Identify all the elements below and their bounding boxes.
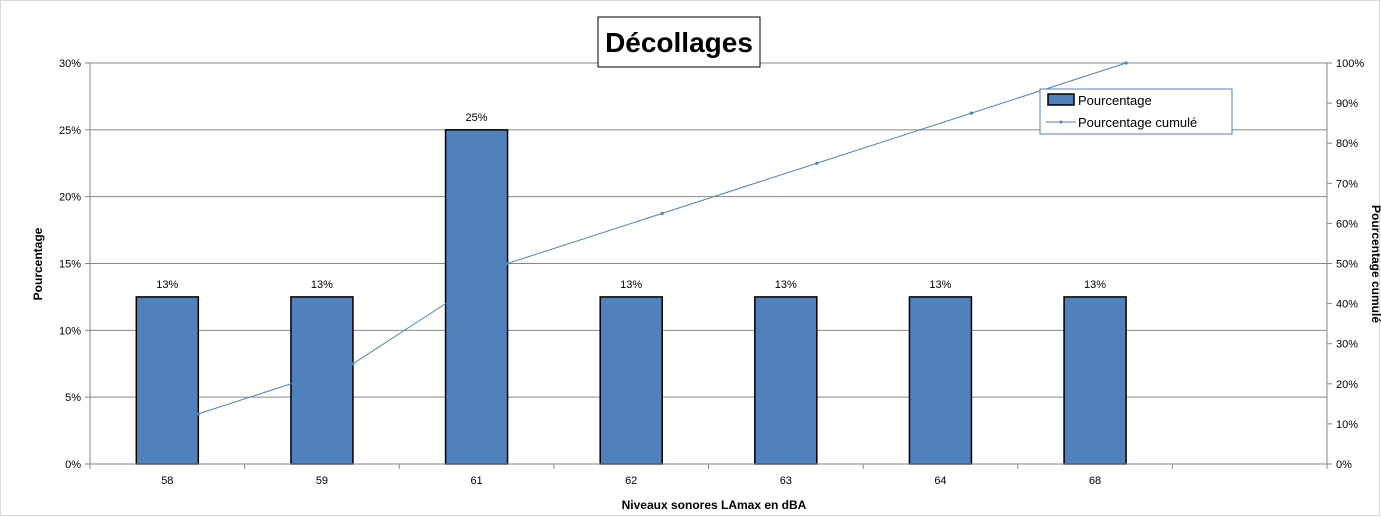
- cumulative-point: [196, 412, 200, 416]
- y2-tick-label: 30%: [1336, 339, 1358, 351]
- y-tick-label: 25%: [59, 125, 81, 137]
- bar: [1063, 296, 1127, 465]
- bar: [908, 296, 973, 465]
- legend-bar-swatch: [1047, 93, 1075, 106]
- y2-tick-label: 50%: [1336, 259, 1358, 271]
- x-axis-title: Niveaux sonores LAmax en dBA: [622, 498, 807, 512]
- legend-line-label: Pourcentage cumulé: [1078, 115, 1197, 130]
- y-axis-title: Pourcentage: [31, 227, 45, 300]
- bar-data-label: 13%: [775, 279, 797, 291]
- bar-data-label: 13%: [311, 279, 333, 291]
- y-tick-label: 30%: [59, 58, 81, 70]
- y2-tick-label: 60%: [1336, 218, 1358, 230]
- cumulative-point: [1124, 61, 1128, 65]
- bar: [444, 129, 509, 465]
- bar-data-label: 25%: [466, 112, 488, 124]
- y2-tick-label: 90%: [1336, 98, 1358, 110]
- x-tick-label: 63: [780, 475, 792, 487]
- cumulative-point: [815, 161, 819, 165]
- bar-data-label: 13%: [929, 279, 951, 291]
- y-tick-label: 20%: [59, 192, 81, 204]
- x-tick-label: 68: [1089, 475, 1101, 487]
- y-tick-label: 0%: [65, 459, 81, 471]
- x-tick-label: 62: [625, 475, 637, 487]
- y-tick-label: 5%: [65, 392, 81, 404]
- bar-series: 13% 13% 25% 13% 13% 13% 13%: [135, 112, 1127, 465]
- y2-tick-label: 70%: [1336, 178, 1358, 190]
- bar: [599, 296, 663, 465]
- cumulative-point: [660, 211, 664, 215]
- y2-axis-title: Pourcentage cumulé: [1369, 205, 1381, 323]
- cumulative-point: [351, 362, 355, 366]
- y-tick-label: 10%: [59, 325, 81, 337]
- x-tick-label: 64: [934, 475, 946, 487]
- bar-data-label: 13%: [156, 279, 178, 291]
- y2-tick-label: 80%: [1336, 138, 1358, 150]
- legend-line-marker: [1059, 120, 1063, 124]
- y2-tick-label: 20%: [1336, 379, 1358, 391]
- cumulative-line-series: [196, 61, 1128, 416]
- y2-tick-label: 0%: [1336, 459, 1352, 471]
- legend-bar-label: Pourcentage: [1078, 93, 1152, 108]
- axes: 0% 5% 10% 15% 20% 25% 30% 0% 10% 20% 30% 40% 50% 60% 7…: [59, 58, 1364, 487]
- y2-tick-label: 40%: [1336, 299, 1358, 311]
- cumulative-point: [505, 261, 510, 266]
- x-tick-label: 58: [161, 475, 173, 487]
- x-tick-label: 59: [316, 475, 328, 487]
- legend: Pourcentage Pourcentage cumulé: [1039, 88, 1233, 135]
- y2-tick-label: 10%: [1336, 419, 1358, 431]
- bar: [754, 296, 818, 465]
- y-tick-label: 15%: [59, 259, 81, 271]
- chart-title: Décollages: [605, 27, 753, 58]
- bar: [135, 296, 200, 465]
- y2-tick-label: 100%: [1336, 58, 1364, 70]
- bar-data-label: 13%: [1084, 279, 1106, 291]
- chart-title-box: Décollages: [597, 16, 761, 68]
- cumulative-point: [969, 111, 974, 115]
- x-tick-label: 61: [470, 475, 482, 487]
- bar-data-label: 13%: [620, 279, 642, 291]
